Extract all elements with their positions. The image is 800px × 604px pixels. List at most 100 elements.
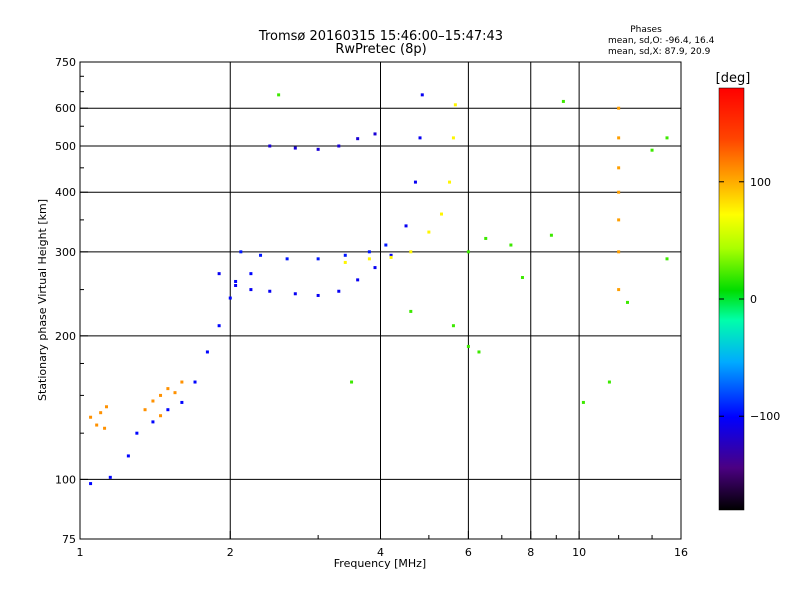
colorbar-tick-label: 0 [750,293,757,306]
data-point [389,253,393,257]
data-point [367,257,371,261]
data-point [104,405,108,409]
data-point [166,408,170,412]
data-point [350,380,354,384]
data-point [409,250,413,254]
data-point [193,380,197,384]
data-point [607,380,611,384]
data-point [617,250,621,254]
data-point [409,309,413,313]
x-tick-label: 16 [674,546,688,559]
data-point [268,289,272,293]
data-point [617,218,621,222]
data-point [561,99,565,103]
data-point [95,423,99,427]
data-point [451,136,455,140]
data-point [316,293,320,297]
x-axis-label: Frequency [MHz] [334,557,426,570]
data-point [665,136,669,140]
data-point [373,132,377,136]
data-point [448,180,452,184]
x-tick-label: 6 [465,546,472,559]
x-tick-label: 4 [377,546,384,559]
data-point [316,257,320,261]
data-point [413,180,417,184]
data-point [173,391,177,395]
data-point [477,350,481,354]
grid-lines [80,62,681,539]
data-point [180,380,184,384]
data-point [466,250,470,254]
data-point [356,137,360,141]
data-point [581,400,585,404]
data-point [259,253,263,257]
scatter-points [89,93,669,486]
colorbar-tick-label: −100 [750,410,780,423]
data-point [418,136,422,140]
data-point [217,272,221,276]
data-point [650,148,654,152]
data-point [665,257,669,261]
data-point [293,146,297,150]
colorbar-ticks: 100 0 −100 [719,176,780,423]
data-point [249,272,253,276]
data-point [316,147,320,151]
colorbar-tick-label: 100 [750,176,771,189]
x-tick-label: 10 [572,546,586,559]
data-point [617,288,621,292]
chart-subtitle: RwPretec (8p) [335,42,426,57]
data-point [166,387,170,391]
y-tick-label: 300 [55,246,76,259]
data-point [466,344,470,348]
data-point [343,260,347,264]
data-point [135,431,139,435]
data-point [151,420,155,424]
data-point [549,233,553,237]
data-point [293,292,297,296]
data-point [234,279,238,283]
y-tick-label: 200 [55,330,76,343]
data-point [373,266,377,270]
data-point [108,475,112,479]
data-point [268,144,272,148]
data-point [143,408,147,412]
data-point [217,324,221,328]
data-point [453,103,457,107]
data-point [617,136,621,140]
stats-heading: Phases [630,25,662,35]
data-point [337,289,341,293]
data-point [277,93,281,97]
data-point [103,426,107,430]
y-tick-label: 500 [55,140,76,153]
data-point [440,212,444,216]
x-tick-label: 8 [527,546,534,559]
data-point [99,411,103,415]
data-point [228,296,232,300]
data-point [234,283,238,287]
x-tick-label: 2 [227,546,234,559]
y-axis: 75 100 200 300 400 500 600 750 [55,56,88,546]
data-point [205,350,209,354]
x-tick-label: 1 [77,546,84,559]
y-tick-label: 100 [55,473,76,486]
data-point [509,243,513,247]
data-point [484,236,488,240]
data-point [617,106,621,110]
data-point [180,400,184,404]
data-point [151,399,155,403]
data-point [89,415,93,419]
data-point [343,253,347,257]
data-point [625,300,629,304]
data-point [367,250,371,254]
y-tick-label: 600 [55,102,76,115]
colorbar: [deg] 100 0 −100 [716,71,780,511]
data-point [356,278,360,282]
data-point [427,230,431,234]
data-point [617,166,621,170]
data-point [239,250,243,254]
y-tick-label: 750 [55,56,76,69]
stats-o-mode: mean, sd,O: -96.4, 16.4 [608,36,715,46]
data-point [159,393,163,397]
